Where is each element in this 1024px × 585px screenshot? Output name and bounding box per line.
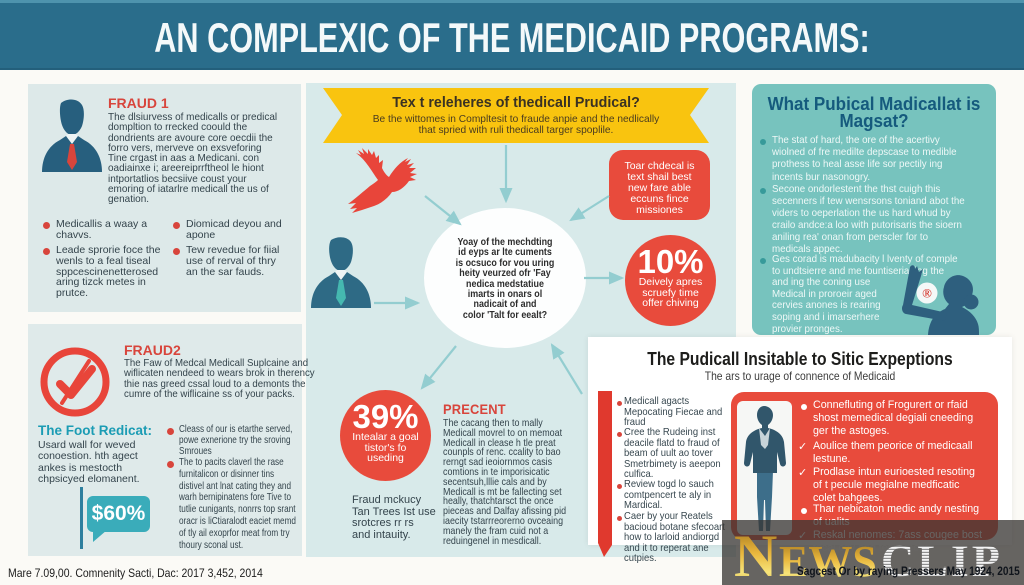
svg-text:EWS: EWS (779, 537, 877, 585)
svg-text:N: N (734, 523, 777, 585)
svg-text:®: ® (922, 286, 932, 301)
svg-text:CLIP: CLIP (881, 535, 1003, 585)
